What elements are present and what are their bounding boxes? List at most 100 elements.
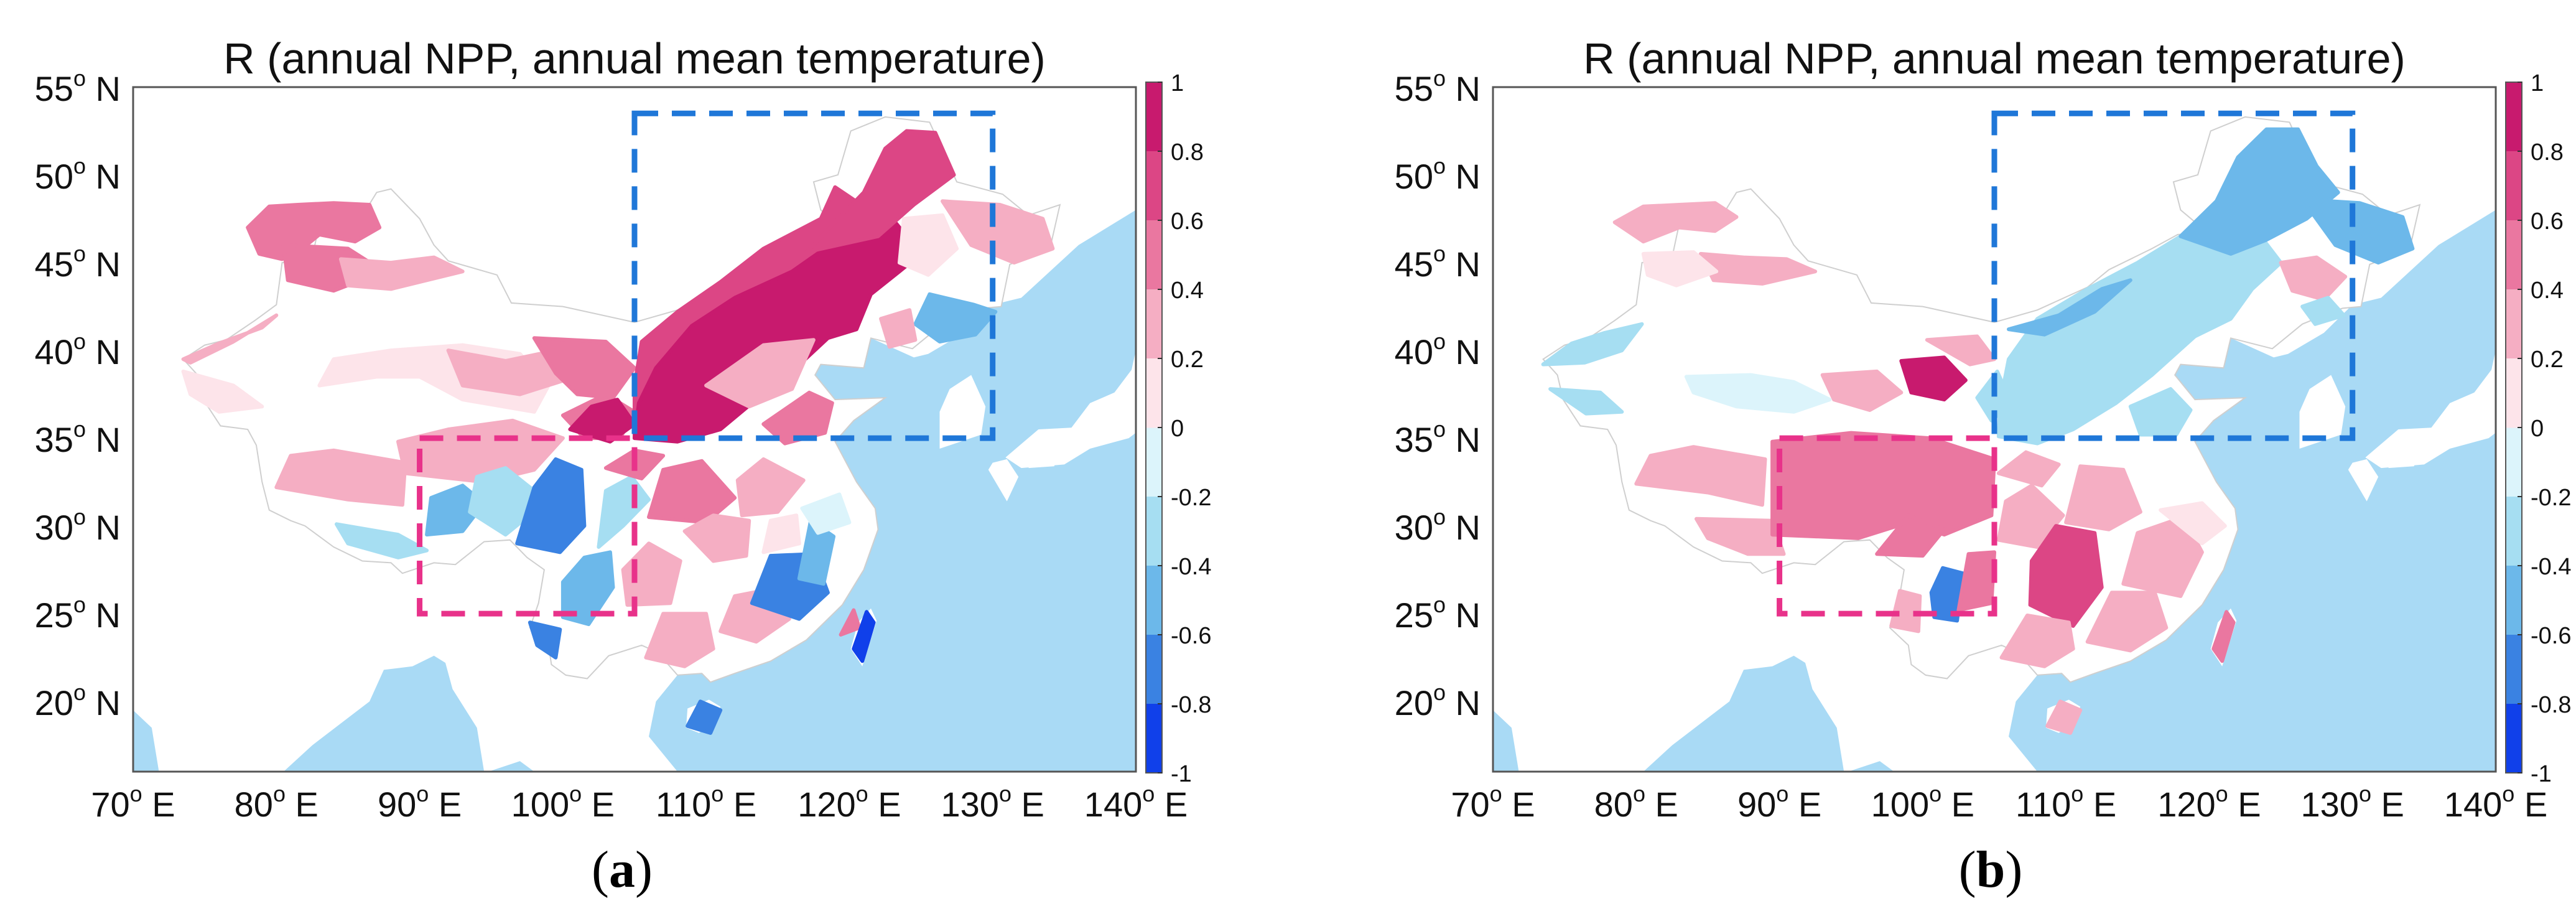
correlation-patch: [2211, 610, 2236, 663]
colorbar-segment: [1146, 358, 1162, 428]
colorbar-segment: [2506, 220, 2522, 290]
correlation-patch: [338, 255, 465, 291]
correlation-patch: [1875, 513, 1946, 558]
correlation-patch: [560, 550, 615, 627]
colorbar-tick-label: 0.2: [2531, 347, 2564, 373]
correlation-patch: [528, 620, 562, 660]
x-tick-label: 100o E: [1871, 781, 1974, 824]
correlation-patch: [568, 398, 636, 444]
correlation-field: [1541, 127, 2415, 735]
correlation-patch: [1929, 566, 1965, 623]
correlation-patch: [839, 608, 862, 637]
colorbar-tick-label: 1: [1171, 70, 1184, 96]
colorbar-tick-label: 0.4: [2531, 278, 2564, 304]
region-box: [1777, 435, 1997, 617]
study-regions: [1777, 110, 2356, 617]
correlation-patch: [1770, 431, 1996, 540]
x-tick-label: 70o E: [1451, 781, 1535, 824]
y-tick-label: 45o N: [35, 241, 121, 284]
x-tick-label: 110o E: [656, 781, 756, 824]
colorbar-tick-label: -0.2: [2531, 485, 2571, 511]
y-tick-label: 40o N: [35, 329, 121, 372]
y-axis-ticks: 55o N 50o N 45o N 40o N 35o N 30o N 25o N 20o N: [1395, 65, 1481, 722]
correlation-patch: [2007, 278, 2132, 337]
colorbar-tick-label: -1: [1171, 761, 1192, 787]
x-tick-label: 80o E: [235, 781, 319, 824]
colorbar-tick-label: 0.2: [1171, 347, 1204, 373]
colorbar-tick-label: 0: [2531, 416, 2544, 442]
correlation-patch: [1820, 369, 1904, 412]
correlation-patch: [686, 699, 723, 735]
colorbar: 1 0.8 0.6 0.4 0.2 0 -0.2 -0.4 -0.6 -0.8 -1: [2505, 70, 2571, 787]
correlation-patch: [1634, 445, 1767, 507]
colorbar-tick-label: 0.8: [2531, 139, 2564, 166]
correlation-patch: [644, 612, 715, 668]
colorbar-segment: [2506, 358, 2522, 428]
correlation-patch: [621, 541, 682, 607]
colorbar-tick-label: 0: [1171, 416, 1184, 442]
colorbar-segment: [1146, 82, 1162, 152]
colorbar-tick-label: 0.8: [1171, 139, 1204, 166]
colorbar-segment: [2506, 428, 2522, 497]
correlation-patch: [941, 199, 1055, 265]
y-tick-label: 35o N: [35, 416, 121, 459]
colorbar-tick-label: -0.2: [1171, 485, 1211, 511]
correlation-patch: [1999, 614, 2075, 668]
correlation-patch: [181, 369, 264, 414]
land-polygon: [2299, 375, 2346, 449]
sea-polygon: [133, 710, 159, 772]
x-tick-label: 90o E: [1737, 781, 1821, 824]
y-axis-ticks: 55o N 50o N 45o N 40o N 35o N 30o N 25o N 20o N: [35, 65, 121, 722]
x-tick-label: 100o E: [511, 781, 615, 824]
colorbar-tick-label: -0.6: [1171, 623, 1211, 649]
y-tick-label: 40o N: [1395, 329, 1481, 372]
correlation-patch: [2085, 591, 2169, 653]
x-tick-label: 90o E: [378, 781, 462, 824]
correlation-patch: [1996, 484, 2065, 549]
map-frame: [132, 86, 1137, 773]
colorbar-tick-label: 0.6: [2531, 208, 2564, 235]
correlation-patch: [797, 518, 836, 586]
correlation-patch: [704, 338, 816, 409]
colorbar-segment: [1146, 566, 1162, 635]
correlation-patch: [913, 292, 998, 344]
y-tick-label: 45o N: [1395, 241, 1481, 284]
map-panel-b: R (annual NPP, annual mean temperature) …: [1395, 34, 2572, 824]
region-box: [631, 110, 996, 441]
colorbar-tick-label: -0.6: [2531, 623, 2571, 649]
colorbar-segment: [1146, 220, 1162, 290]
correlation-patch: [181, 313, 279, 365]
correlation-patch: [2178, 127, 2340, 256]
x-tick-label: 70o E: [91, 781, 175, 824]
land-polygon: [939, 375, 986, 449]
correlation-patch: [1641, 250, 1719, 287]
y-tick-label: 25o N: [35, 592, 121, 635]
y-tick-label: 20o N: [1395, 680, 1481, 722]
land-polygon: [2388, 450, 2419, 469]
x-axis-ticks: 70o E 80o E 90o E 100o E 110o E 120o E 130o E 1…: [91, 781, 1188, 824]
correlation-patch: [1541, 322, 1644, 367]
x-tick-label: 130o E: [941, 781, 1044, 824]
x-tick-label: 80o E: [1594, 781, 1678, 824]
correlation-patch: [879, 308, 918, 349]
correlation-patch: [852, 610, 876, 663]
colorbar-segment: [1146, 704, 1162, 773]
x-tick-label: 140o E: [2444, 781, 2547, 824]
colorbar-segment: [1146, 151, 1162, 221]
x-axis-ticks: 70o E 80o E 90o E 100o E 110o E 120o E 130o E 1…: [1451, 781, 2547, 824]
y-tick-label: 30o N: [1395, 504, 1481, 547]
correlation-patch: [1889, 589, 1922, 633]
land-polygon: [2365, 350, 2496, 469]
correlation-patch: [898, 213, 959, 277]
colorbar: 1 0.8 0.6 0.4 0.2 0 -0.2 -0.4 -0.6 -0.8 -1: [1145, 70, 1211, 787]
study-regions: [417, 110, 996, 617]
colorbar-segment: [2506, 82, 2522, 152]
colorbar-tick-label: -0.4: [2531, 554, 2571, 580]
correlation-patch: [2300, 197, 2415, 265]
sea-polygon: [1848, 761, 1894, 772]
colorbar-tick-label: 0.6: [1171, 208, 1204, 235]
correlation-patch: [735, 457, 806, 518]
colorbar-tick-label: -1: [2531, 761, 2552, 787]
colorbar-segment: [2506, 497, 2522, 566]
colorbar-segment: [1146, 428, 1162, 497]
